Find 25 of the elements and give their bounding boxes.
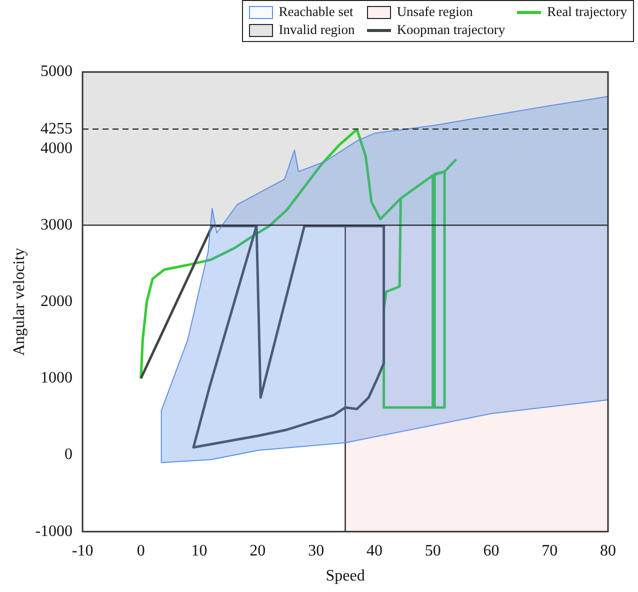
y-tick-label: 4255 (40, 120, 73, 138)
y-tick-label: 3000 (40, 216, 73, 234)
x-tick-label: 60 (483, 542, 500, 560)
y-tick-label: 2000 (40, 293, 73, 310)
y-tick-label: 0 (64, 446, 73, 464)
y-axis-title: Angular velocity (10, 248, 28, 356)
x-tick-label: 50 (424, 542, 441, 560)
legend-label: Unsafe region (396, 4, 473, 20)
x-tick-label: 30 (308, 542, 324, 560)
legend-label: Reachable set (278, 4, 354, 20)
x-tick-label: 40 (366, 542, 382, 560)
x-axis-title: Speed (326, 568, 365, 585)
x-tick-label: -10 (72, 542, 94, 560)
legend-label: Koopman trajectory (396, 22, 506, 38)
x-tick-label: 0 (136, 542, 145, 560)
y-tick-label: 5000 (40, 63, 73, 80)
x-tick-label: 20 (250, 542, 266, 560)
y-tick-label: 1000 (40, 370, 73, 387)
x-tick-label: 10 (191, 542, 208, 560)
legend-label: Invalid region (278, 22, 355, 38)
legend-label: Real trajectory (547, 4, 627, 20)
x-tick-label: 70 (542, 542, 558, 560)
x-tick-label: 80 (600, 542, 616, 560)
y-tick-label: -1000 (35, 522, 73, 540)
y-tick-label: 4000 (40, 140, 73, 157)
